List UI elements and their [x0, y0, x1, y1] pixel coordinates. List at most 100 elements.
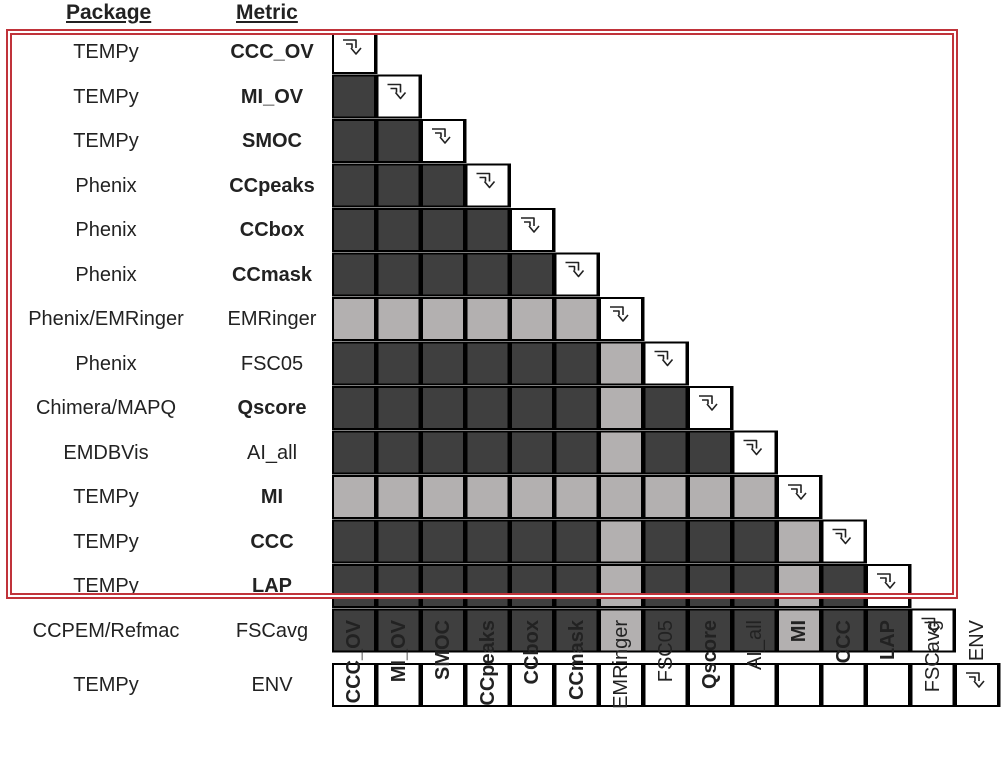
row-package-label: Phenix/EMRinger	[28, 308, 184, 330]
matrix-cell	[734, 610, 775, 651]
column-label: Qscore	[699, 620, 721, 689]
row-metric-label: CCmask	[231, 263, 313, 286]
sort-arrow-icon	[788, 484, 807, 500]
matrix-cell	[645, 610, 686, 651]
matrix-cell	[690, 610, 730, 651]
matrix-cell	[823, 665, 864, 705]
column-label: FSCavg	[921, 620, 944, 693]
row-package-label: Chimera/MAPQ	[35, 397, 177, 419]
sort-arrow-icon	[832, 528, 852, 545]
matrix-cell	[378, 477, 419, 517]
row-metric-label: LAP	[252, 575, 292, 597]
row-package-label: TEMPy	[73, 674, 139, 696]
column-label: ENV	[966, 620, 988, 662]
matrix-cell	[645, 388, 686, 428]
matrix-cell	[556, 566, 597, 606]
matrix-cell	[690, 432, 730, 473]
sort-arrow-icon	[877, 573, 896, 589]
matrix-cell	[423, 521, 463, 562]
matrix-cell	[378, 299, 419, 339]
matrix-cell	[378, 343, 419, 384]
matrix-cell	[512, 432, 552, 473]
matrix-cell	[467, 566, 508, 606]
matrix-cell	[467, 665, 508, 705]
matrix-cell	[423, 299, 463, 339]
matrix-cell	[601, 343, 641, 384]
sort-arrow-icon	[921, 617, 941, 634]
sort-arrow-icon	[743, 439, 763, 456]
row-metric-label: CCC_OV	[230, 41, 314, 63]
matrix-cell	[734, 566, 775, 606]
matrix-cell	[334, 432, 374, 473]
matrix-cell	[556, 299, 597, 339]
matrix-cell	[334, 388, 374, 428]
row-metric-label: FSCavg	[235, 619, 309, 642]
column-label: CCmask	[565, 620, 588, 701]
sort-arrow-icon	[966, 672, 985, 688]
row-package-label: Phenix	[75, 263, 137, 286]
matrix-cell	[690, 477, 730, 517]
matrix-cell	[423, 610, 463, 651]
row-package-label: TEMPy	[73, 41, 139, 63]
matrix-cell	[423, 210, 463, 250]
matrix-cell	[467, 477, 508, 517]
sort-arrow-icon	[432, 128, 451, 144]
row-package-label: Phenix	[75, 174, 137, 197]
matrix-cell	[601, 610, 641, 651]
matrix-cell	[378, 210, 419, 250]
column-label: CCpeaks	[476, 620, 499, 706]
row-package-label: EMDBVis	[63, 441, 149, 464]
matrix-cell	[601, 566, 641, 606]
sort-arrow-icon	[521, 217, 540, 233]
matrix-cell	[512, 566, 552, 606]
sort-arrow-icon	[343, 39, 362, 55]
row-metric-label: MI	[260, 486, 284, 508]
matrix-cell	[734, 477, 775, 517]
matrix-cell	[467, 388, 508, 428]
row-metric-label: MI_OV	[240, 85, 304, 108]
matrix-cell	[378, 432, 419, 473]
matrix-cell	[512, 521, 552, 562]
matrix-cell	[467, 432, 508, 473]
matrix-cell	[423, 477, 463, 517]
matrix-cell	[601, 477, 641, 517]
matrix-cell	[467, 254, 508, 295]
matrix-cell	[334, 76, 374, 117]
matrix-cell	[912, 665, 953, 705]
sort-arrow-icon	[565, 261, 585, 278]
matrix-cell	[423, 432, 463, 473]
matrix-cell	[378, 165, 419, 206]
matrix-cell	[645, 665, 686, 705]
matrix-cell	[690, 665, 730, 705]
column-label: EMRinger	[610, 620, 632, 709]
column-label: MI_OV	[387, 620, 410, 683]
matrix-cell	[423, 388, 463, 428]
column-label: CCbox	[521, 620, 543, 685]
matrix-cell	[423, 665, 463, 705]
matrix-cell	[556, 432, 597, 473]
sort-arrow-icon	[476, 172, 496, 189]
matrix-cell	[334, 299, 374, 339]
row-package-label: TEMPy	[73, 530, 139, 553]
matrix-cell	[512, 254, 552, 295]
matrix-cell	[334, 610, 374, 651]
matrix-cell	[556, 477, 597, 517]
column-label: AI_all	[743, 620, 766, 671]
column-label: CCC	[832, 620, 855, 664]
matrix-cell	[423, 343, 463, 384]
matrix-cell	[823, 610, 864, 651]
column-label: SMOC	[432, 620, 454, 680]
matrix-cell	[556, 665, 597, 705]
matrix-cell	[334, 121, 374, 161]
matrix-cell	[779, 566, 819, 606]
matrix-cell	[734, 665, 775, 705]
matrix-cell	[334, 521, 374, 562]
row-package-label: TEMPy	[73, 85, 139, 108]
matrix-cell	[334, 665, 374, 705]
matrix-cell	[467, 343, 508, 384]
row-outline	[332, 519, 867, 564]
matrix-cell	[645, 566, 686, 606]
matrix-cell	[467, 610, 508, 651]
matrix-cell	[378, 665, 419, 705]
